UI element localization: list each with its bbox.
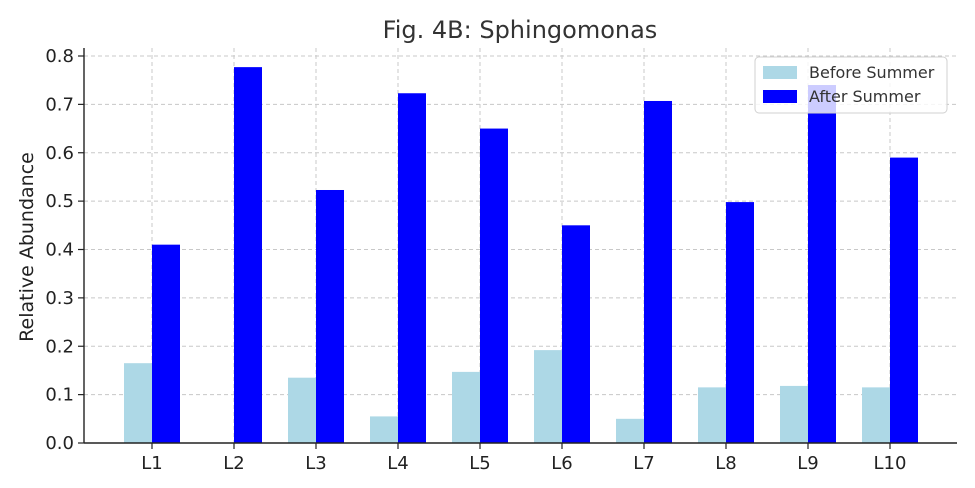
y-tick-label: 0.0 [45,433,74,454]
bar-after-summer [808,85,836,444]
y-tick-label: 0.4 [45,240,74,261]
x-tick-label: L8 [715,453,736,474]
bar-after-summer [644,100,672,444]
bar-before-summer [780,385,808,443]
y-tick-label: 0.1 [45,385,74,406]
x-tick-label: L3 [305,453,326,474]
x-tick-label: L5 [469,453,490,474]
bar-before-summer [698,387,726,443]
bar-after-summer [562,225,590,443]
y-tick-label: 0.7 [45,94,74,115]
x-tick-label: L6 [551,453,572,474]
bar-after-summer [152,244,180,443]
x-tick-label: L2 [223,453,244,474]
y-tick-label: 0.8 [45,46,74,67]
x-tick-label: L1 [141,453,162,474]
ticks-layer: 0.0 0.1 0.2 0.3 0.4 0.5 0.6 0.7 0.8 L1 L2 L3 L4 L5 L6 L… [45,46,906,474]
bar-after-summer [480,128,508,443]
legend-label: After Summer [809,87,921,106]
legend: Before Summer After Summer [754,56,948,114]
bar-before-summer [370,416,398,443]
y-tick-label: 0.3 [45,288,74,309]
bar-before-summer [534,350,562,443]
x-tick-label: L10 [874,453,907,474]
bar-after-summer [398,93,426,443]
bar-after-summer [316,189,344,443]
bar-before-summer [288,377,316,443]
legend-box [754,56,948,114]
bar-before-summer [452,371,480,443]
y-tick-label: 0.6 [45,143,74,164]
bar-before-summer [862,387,890,443]
bar-before-summer [616,418,644,443]
bar-after-summer [234,67,262,443]
y-axis-label: Relative Abundance [16,152,38,342]
x-tick-label: L9 [797,453,818,474]
bars-layer [124,67,918,444]
axes-layer [83,48,957,444]
bar-after-summer [890,157,918,443]
legend-swatch [763,66,797,79]
bar-after-summer [726,202,754,443]
chart-title: Fig. 4B: Sphingomonas [383,16,658,44]
legend-label: Before Summer [809,63,935,82]
legend-swatch [763,90,797,103]
y-tick-label: 0.5 [45,191,74,212]
bar-before-summer [124,363,152,443]
x-tick-label: L4 [387,453,408,474]
y-tick-label: 0.2 [45,336,74,357]
x-tick-label: L7 [633,453,654,474]
